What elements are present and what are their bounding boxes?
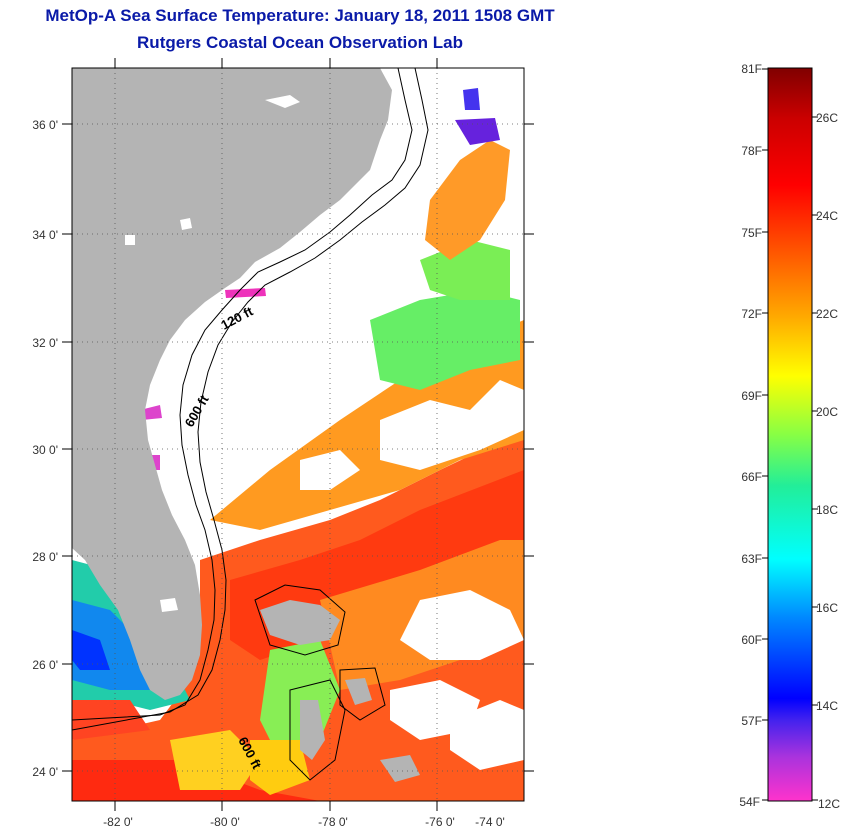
colorbar-c-label: 18C <box>816 503 838 517</box>
map-panel <box>72 68 524 801</box>
map-subtitle: Rutgers Coastal Ocean Observation Lab <box>137 33 463 52</box>
bathymetry-contours <box>72 68 429 781</box>
colorbar-f-label: 81F <box>741 62 762 76</box>
lat-label: 30 0' <box>32 443 58 457</box>
lon-label: -82 0' <box>103 815 133 829</box>
lat-label: 24 0' <box>32 765 58 779</box>
bahamas-island <box>260 600 340 645</box>
lat-label: 36 0' <box>32 118 58 132</box>
graticule <box>72 68 524 801</box>
map-title: MetOp-A Sea Surface Temperature: January… <box>45 6 555 25</box>
colorbar-c-label: 14C <box>816 699 838 713</box>
map-border <box>71 67 525 802</box>
colorbar-c-label: 20C <box>816 405 838 419</box>
colorbar-f-label: 69F <box>741 389 762 403</box>
colorbar-c-label: 22C <box>816 307 838 321</box>
colorbar <box>767 67 813 802</box>
colorbar-c-label: 16C <box>816 601 838 615</box>
lon-label: -76 0' <box>425 815 455 829</box>
bahamas-island <box>300 700 325 760</box>
lon-label: -78 0' <box>318 815 348 829</box>
lat-label: 26 0' <box>32 658 58 672</box>
lon-label: -74 0' <box>475 815 505 829</box>
colorbar-c-label: 24C <box>816 209 838 223</box>
bahamas-island <box>380 755 420 782</box>
colorbar-f-label: 60F <box>741 633 762 647</box>
colorbar-f-label: 63F <box>741 552 762 566</box>
colorbar-ticks <box>762 68 818 801</box>
us-landmass <box>72 68 392 700</box>
axis-ticks <box>62 58 534 811</box>
colorbar-f-label: 72F <box>741 307 762 321</box>
colorbar-f-label: 78F <box>741 144 762 158</box>
lat-label: 32 0' <box>32 336 58 350</box>
colorbar-f-label: 75F <box>741 226 762 240</box>
colorbar-f-label: 66F <box>741 470 762 484</box>
lat-label: 34 0' <box>32 228 58 242</box>
lat-label: 28 0' <box>32 550 58 564</box>
bahamas-island <box>345 678 372 705</box>
colorbar-f-label: 54F <box>739 795 760 809</box>
lon-label: -80 0' <box>210 815 240 829</box>
colorbar-c-label: 26C <box>816 111 838 125</box>
inland-water <box>125 95 300 612</box>
colorbar-c-label: 12C <box>818 797 840 811</box>
cloud-cover <box>250 340 524 770</box>
colorbar-f-label: 57F <box>741 714 762 728</box>
